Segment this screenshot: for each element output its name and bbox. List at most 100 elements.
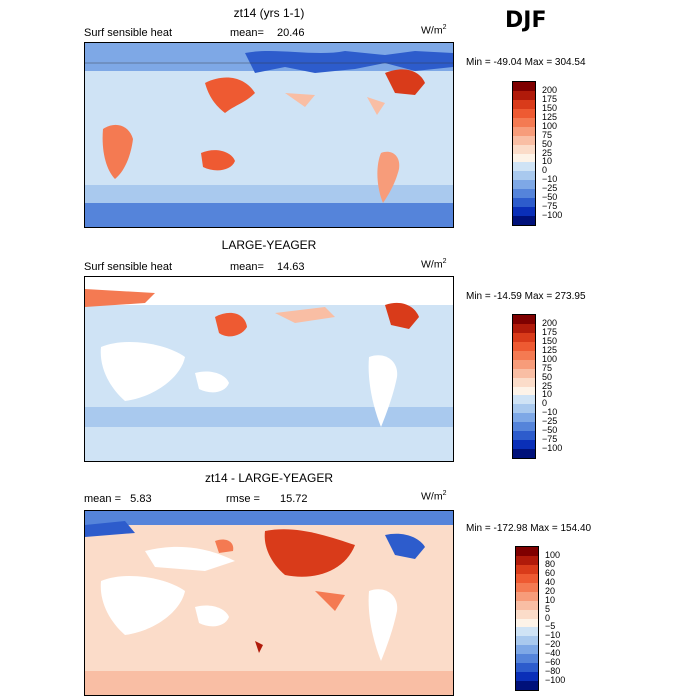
colorbar-tick-label: 100 [545, 549, 561, 560]
colorbar-swatch [513, 341, 535, 351]
panel2-map [84, 276, 454, 462]
colorbar-swatch [516, 547, 538, 556]
panel1-minmax: Min = -49.04 Max = 304.54 [466, 57, 586, 68]
colorbar-swatch [516, 555, 538, 565]
panel2-title: LARGE-YEAGER [221, 238, 317, 252]
colorbar-swatch [513, 350, 535, 360]
colorbar-tick-label: 100 [542, 120, 558, 131]
colorbar-tick-label: −50 [542, 425, 558, 436]
panel2-minmax: Min = -14.59 Max = 273.95 [466, 291, 586, 302]
colorbar-swatch [513, 216, 535, 225]
colorbar-swatch [513, 189, 535, 199]
colorbar-tick-label: −10 [542, 174, 558, 185]
colorbar-swatch [513, 315, 535, 324]
panel1-map [84, 42, 454, 228]
colorbar-tick-label: 125 [542, 111, 558, 122]
colorbar-tick-label: 0 [542, 165, 548, 176]
panel1-variable-label: Surf sensible heat [84, 27, 173, 39]
colorbar-swatch [513, 117, 535, 127]
colorbar-swatch [513, 440, 535, 450]
colorbar-tick-label: 200 [542, 317, 558, 328]
colorbar-tick-label: 50 [542, 138, 553, 149]
panel2-mean-label: mean= [230, 261, 264, 273]
panel3-rmse-value: 15.72 [280, 493, 308, 505]
panel1-mean-label: mean= [230, 27, 264, 39]
colorbar-swatch [516, 582, 538, 592]
panel2-units: W/m2 [421, 258, 447, 271]
colorbar-swatch [513, 359, 535, 369]
colorbar-tick-label: 125 [542, 344, 558, 355]
colorbar-tick-label: −100 [545, 675, 566, 686]
panel1-colorbar-labels: 200 175 150 125 100 75 50 25 10 0 −10 −25 −50 −75 −100 [542, 81, 582, 226]
colorbar-swatch [513, 386, 535, 396]
colorbar-tick-label: 75 [542, 362, 553, 373]
colorbar-swatch [516, 672, 538, 682]
colorbar-tick-label: −10 [545, 630, 561, 641]
colorbar-tick-label: 80 [545, 558, 556, 569]
colorbar-swatch [516, 618, 538, 628]
colorbar-swatch [513, 377, 535, 387]
colorbar-tick-label: 20 [545, 585, 556, 596]
colorbar-tick-label: 175 [542, 326, 558, 337]
colorbar-swatch [513, 153, 535, 163]
colorbar-swatch [513, 395, 535, 405]
colorbar-tick-label: 5 [545, 603, 551, 614]
panel1-colorbar [512, 81, 536, 226]
panel2-variable-label: Surf sensible heat [84, 261, 173, 273]
colorbar-swatch [513, 431, 535, 441]
panel3-minmax: Min = -172.98 Max = 154.40 [466, 523, 592, 534]
colorbar-swatch [513, 332, 535, 342]
panel3-mean-text: mean = 5.83 [84, 493, 152, 505]
colorbar-tick-label: −100 [542, 443, 563, 454]
colorbar-tick-label: −10 [542, 407, 558, 418]
colorbar-tick-label: 10 [545, 594, 556, 605]
colorbar-swatch [513, 180, 535, 190]
colorbar-tick-label: 175 [542, 93, 558, 104]
colorbar-swatch [513, 108, 535, 118]
panel1-units: W/m2 [421, 24, 447, 37]
colorbar-tick-label: −25 [542, 183, 558, 194]
panel3-units: W/m2 [421, 490, 447, 503]
colorbar-tick-label: 200 [542, 84, 558, 95]
colorbar-swatch [513, 449, 535, 458]
colorbar-swatch [513, 144, 535, 154]
panel3-colorbar-labels: 100 80 60 40 20 10 5 0 −5 −10 −20 −40 −60 −80 −100 [545, 546, 585, 691]
colorbar-swatch [513, 99, 535, 109]
panel2-colorbar-labels: 200 175 150 125 100 75 50 25 10 0 −10 −25 −50 −75 −100 [542, 314, 582, 459]
colorbar-tick-label: 100 [542, 353, 558, 364]
colorbar-swatch [516, 663, 538, 673]
panel3-colorbar [515, 546, 539, 691]
colorbar-tick-label: 75 [542, 129, 553, 140]
colorbar-swatch [513, 90, 535, 100]
colorbar-tick-label: 40 [545, 576, 556, 587]
colorbar-swatch [516, 609, 538, 619]
colorbar-tick-label: 10 [542, 389, 553, 400]
colorbar-swatch [516, 654, 538, 664]
panel3-rmse-label: rmse = [226, 493, 260, 505]
colorbar-tick-label: 25 [542, 147, 553, 158]
colorbar-tick-label: −25 [542, 416, 558, 427]
panel2-colorbar [512, 314, 536, 459]
colorbar-tick-label: −100 [542, 210, 563, 221]
colorbar-tick-label: −60 [545, 657, 561, 668]
colorbar-tick-label: −40 [545, 648, 561, 659]
colorbar-tick-label: −75 [542, 201, 558, 212]
panel1-mean-value: 20.46 [277, 27, 305, 39]
colorbar-tick-label: 150 [542, 102, 558, 113]
colorbar-tick-label: 10 [542, 156, 553, 167]
colorbar-swatch [513, 413, 535, 423]
colorbar-tick-label: 0 [542, 398, 548, 409]
colorbar-swatch [513, 135, 535, 145]
colorbar-swatch [516, 627, 538, 637]
colorbar-tick-label: 0 [545, 612, 551, 623]
colorbar-tick-label: 25 [542, 380, 553, 391]
colorbar-swatch [516, 564, 538, 574]
colorbar-swatch [513, 368, 535, 378]
colorbar-swatch [516, 681, 538, 690]
colorbar-tick-label: 150 [542, 335, 558, 346]
colorbar-swatch [516, 645, 538, 655]
colorbar-swatch [513, 198, 535, 208]
panel3-title: zt14 - LARGE-YEAGER [204, 471, 334, 485]
colorbar-tick-label: 50 [542, 371, 553, 382]
colorbar-swatch [513, 162, 535, 172]
